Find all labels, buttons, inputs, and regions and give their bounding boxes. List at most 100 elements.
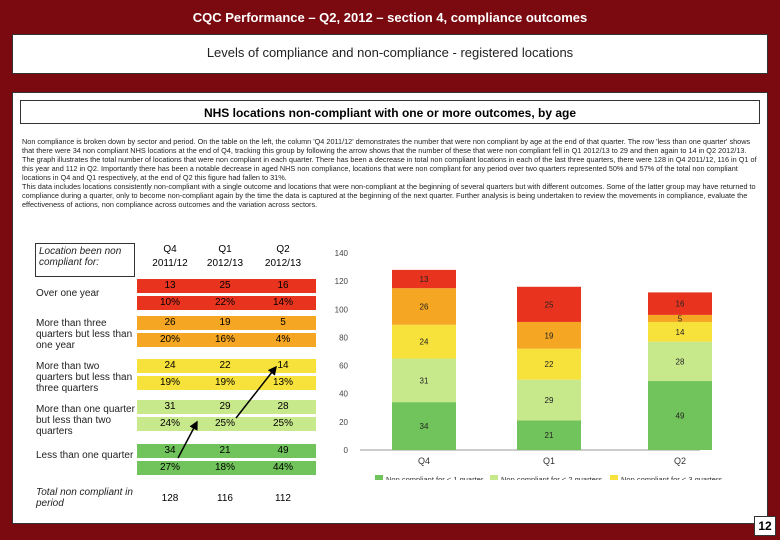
total-cell: 128 (161, 493, 179, 504)
bar-value-label: 16 (676, 300, 685, 309)
column-header-year: 2012/13 (206, 258, 244, 269)
bar-segment (517, 348, 581, 380)
bar-value-label: 28 (676, 357, 685, 366)
column-header-quarter: Q4 (163, 244, 177, 255)
percent-cell: 4% (250, 333, 316, 347)
percent-cell: 16% (192, 333, 258, 347)
total-cell: 112 (275, 493, 291, 504)
percent-cell: 10% (137, 296, 203, 310)
legend-swatch (610, 475, 618, 480)
subtitle: Levels of compliance and non-compliance … (206, 45, 574, 60)
bar-value-label: 13 (420, 275, 429, 284)
bar-segment (392, 269, 456, 289)
bar-value-label: 34 (420, 422, 429, 431)
column-header-year: 2011/12 (152, 258, 188, 269)
bar-value-label: 14 (676, 328, 685, 337)
column-header-year: 2012/13 (264, 258, 302, 269)
description-para-1: Non compliance is broken down by sector … (22, 137, 751, 155)
y-tick-label: 20 (339, 418, 348, 427)
column-header: Q1 2012/13 (200, 243, 250, 271)
y-tick-label: 140 (335, 249, 349, 258)
legend-swatch (490, 475, 498, 480)
y-tick-label: 120 (335, 277, 349, 286)
legend-label: Non compliant for < 1 quarter (386, 475, 484, 480)
percent-cell: 18% (192, 461, 258, 475)
bar-segment (517, 321, 581, 349)
y-tick-label: 0 (344, 446, 349, 455)
description-para-3: This data includes locations consistentl… (22, 182, 756, 209)
legend-swatch (375, 475, 383, 480)
percent-cell: 22% (192, 296, 258, 310)
bar-segment (392, 324, 456, 359)
bar-value-label: 21 (545, 431, 554, 440)
bar-value-label: 19 (545, 331, 554, 340)
page-number: 12 (754, 516, 776, 536)
percent-cell: 14% (250, 296, 316, 310)
tracking-arrow (177, 420, 198, 459)
tracking-arrows (177, 365, 277, 459)
row-label: More than three quarters but less than o… (36, 318, 133, 351)
column-header: Q2 2012/13 (258, 243, 308, 271)
bar-value-label: 22 (545, 360, 554, 369)
count-cell: 16 (250, 279, 316, 293)
description-para-2: The graph illustrates the total number o… (22, 155, 757, 182)
percent-cell: 19% (192, 376, 258, 390)
bar-segment (648, 341, 712, 382)
count-cell: 28 (250, 400, 316, 414)
count-cell: 26 (137, 316, 203, 330)
y-tick-label: 40 (339, 390, 348, 399)
total-label: Total non compliant in period (36, 487, 133, 509)
percent-cell: 44% (250, 461, 316, 475)
percent-cell: 24% (137, 417, 203, 431)
percent-cell: 25% (192, 417, 258, 431)
column-header-quarter: Q1 (218, 244, 232, 255)
subtitle-box: Levels of compliance and non-compliance … (12, 34, 768, 74)
total-cell: 116 (217, 493, 233, 504)
count-cell: 24 (137, 359, 203, 373)
bar-segment (517, 420, 581, 450)
bar-segment (648, 381, 712, 450)
location-header: Location been non compliant for: (35, 243, 135, 277)
bar-segment (392, 288, 456, 325)
count-cell: 13 (137, 279, 203, 293)
bar-segment (648, 321, 712, 342)
column-header-quarter: Q2 (276, 244, 290, 255)
bar-value-label: 29 (545, 396, 554, 405)
stacked-bar-chart: 0 20 40 60 80 100 120 140 34 31 24 26 13 Q4 21 29 22 19 25… (335, 249, 722, 480)
row-label: More than one quarter but less than two … (36, 404, 135, 437)
count-cell: 21 (192, 444, 258, 458)
row-label: More than two quarters but less than thr… (36, 361, 133, 394)
panel-heading: NHS locations non-compliant with one or … (20, 100, 760, 124)
count-cell: 49 (250, 444, 316, 458)
bar-value-label: 5 (678, 314, 683, 323)
count-cell: 25 (192, 279, 258, 293)
bar-segment (392, 358, 456, 403)
bar-segment (648, 314, 712, 322)
percent-cell: 20% (137, 333, 203, 347)
bar-segment (517, 286, 581, 322)
y-tick-label: 60 (339, 362, 348, 371)
percent-cell: 25% (250, 417, 316, 431)
bar-value-label: 25 (545, 300, 554, 309)
row-label: Less than one quarter (36, 450, 134, 461)
row-label: Over one year (36, 288, 100, 299)
x-tick-label: Q1 (543, 456, 555, 466)
percent-cell: 27% (137, 461, 203, 475)
count-cell: 31 (137, 400, 203, 414)
count-cell: 14 (250, 359, 316, 373)
count-cell: 22 (192, 359, 258, 373)
bar-segment (392, 402, 456, 450)
bar-value-label: 49 (676, 412, 685, 421)
count-cell: 5 (250, 316, 316, 330)
y-tick-label: 100 (335, 305, 349, 314)
bar-segment (517, 379, 581, 421)
x-tick-label: Q2 (674, 456, 686, 466)
bar-value-label: 31 (420, 376, 429, 385)
description: Non compliance is broken down by sector … (22, 137, 759, 285)
tracking-arrow (235, 365, 277, 419)
legend-label: Non compliant for < 2 quarters (501, 475, 602, 480)
bar-value-label: 26 (420, 302, 429, 311)
x-tick-label: Q4 (418, 456, 430, 466)
count-cell: 19 (192, 316, 258, 330)
bar-segment (648, 292, 712, 315)
